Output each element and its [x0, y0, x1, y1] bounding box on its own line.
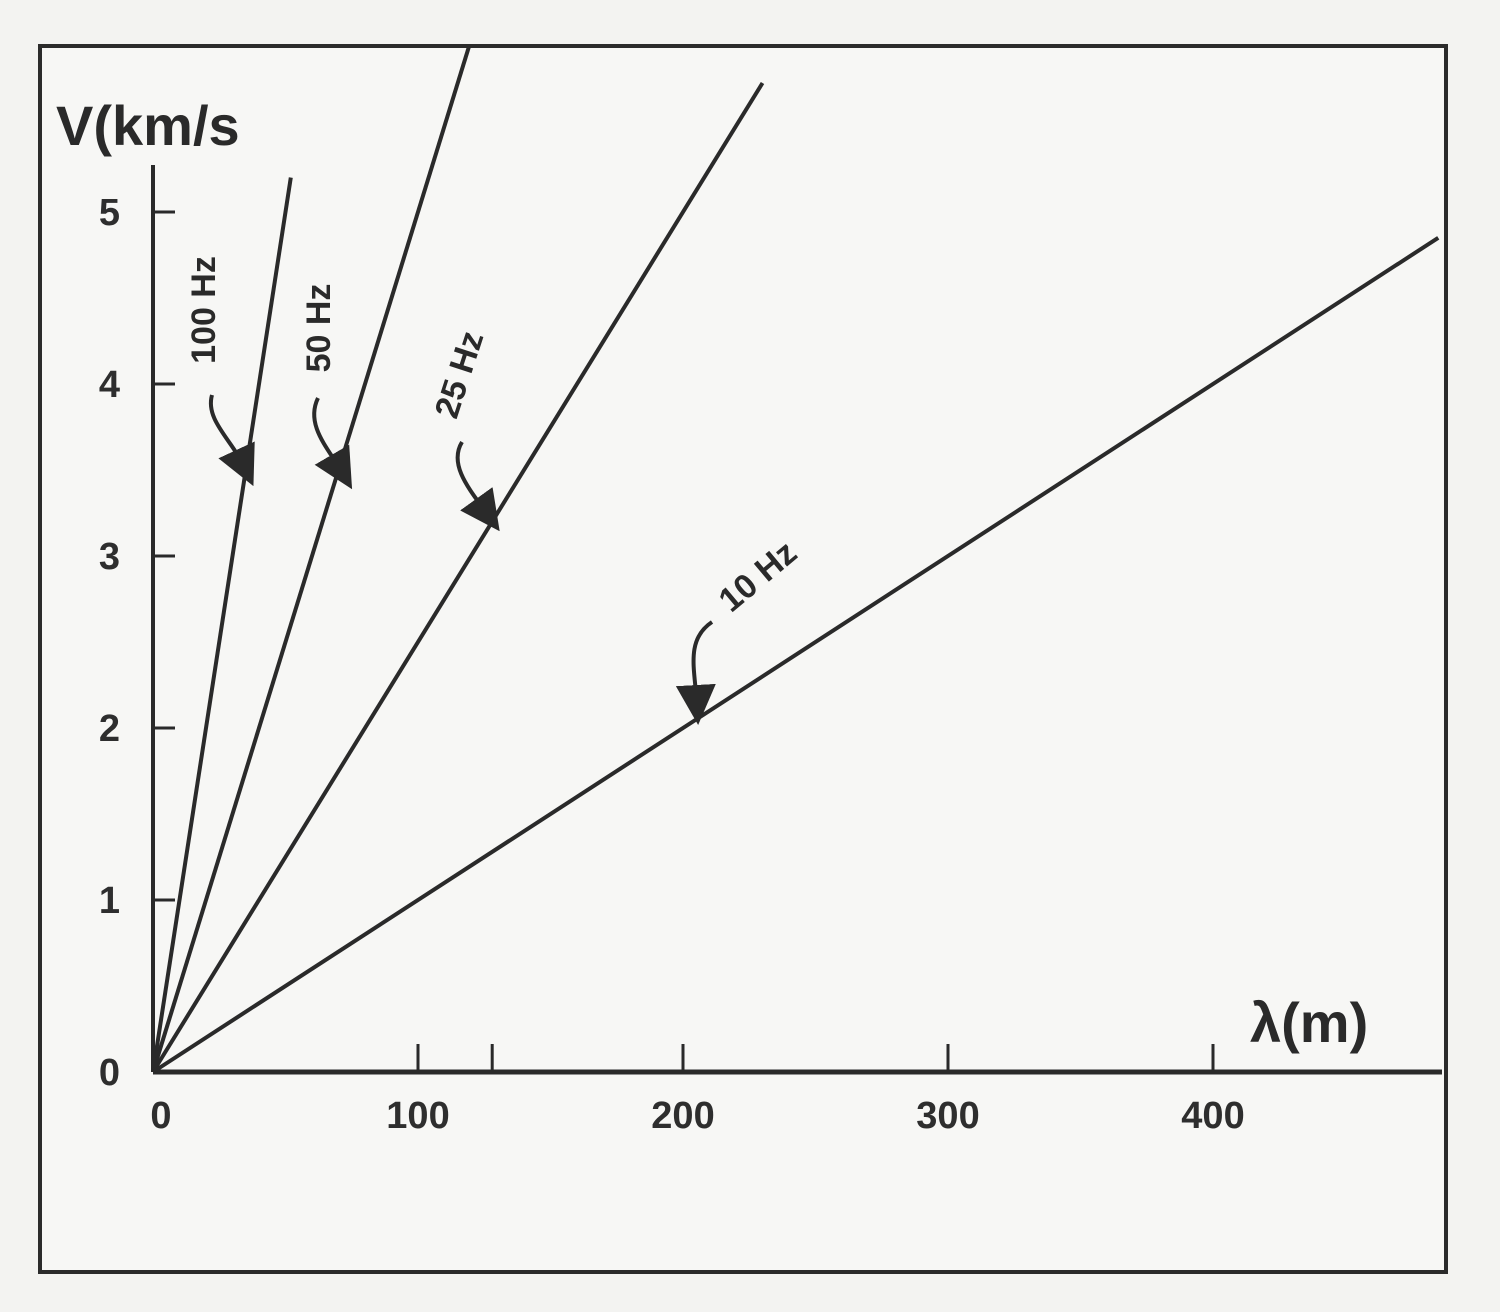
series-labels: 100 Hz 50 Hz 25 Hz 10 Hz [185, 256, 804, 725]
axes: 0 1 2 3 4 5 0 100 200 300 400 [99, 165, 1442, 1137]
series-label-25-hz: 25 Hz [428, 326, 492, 422]
y-tick-label: 1 [99, 880, 120, 922]
series-label-100-hz: 100 Hz [185, 256, 223, 364]
series-arrow-100-hz [208, 394, 255, 487]
y-tick-label: 3 [99, 536, 120, 578]
x-tick-label: 200 [651, 1095, 714, 1137]
series-line-50-hz [151, 48, 471, 1073]
y-axis-title: V(km/s [56, 94, 240, 157]
series-line-10-hz [151, 236, 1440, 1074]
x-tick-label: 400 [1181, 1095, 1244, 1137]
x-tick-label: 300 [916, 1095, 979, 1137]
y-tick-label: 4 [99, 364, 120, 406]
y-tick-label: 2 [99, 708, 120, 750]
series-label-50-hz: 50 Hz [300, 284, 338, 373]
series-arrow-50-hz [312, 397, 353, 490]
series-lines [151, 48, 1440, 1074]
series-line-100-hz [151, 177, 293, 1073]
y-tick-label: 5 [99, 192, 120, 234]
series-line-25-hz [151, 81, 765, 1074]
series-arrow-10-hz [675, 620, 716, 725]
y-tick-label: 0 [99, 1052, 120, 1094]
series-arrow-25-hz [455, 440, 500, 532]
series-label-10-hz: 10 Hz [712, 533, 804, 619]
x-tick-label: 100 [386, 1095, 449, 1137]
x-axis-title: λ(m) [1250, 991, 1368, 1054]
x-tick-label: 0 [150, 1095, 171, 1137]
